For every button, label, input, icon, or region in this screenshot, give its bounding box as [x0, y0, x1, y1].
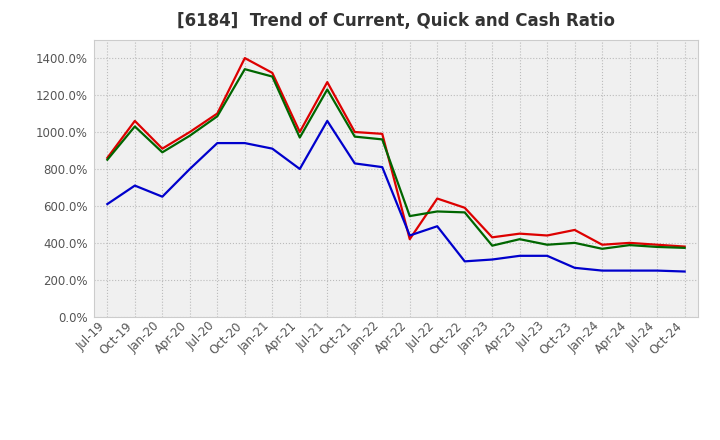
Cash Ratio: [351, 161, 359, 166]
Current Ratio: [295, 129, 304, 135]
Quick Ratio: [130, 124, 139, 129]
Line: Cash Ratio: Cash Ratio: [107, 121, 685, 271]
Cash Ratio: [653, 268, 662, 273]
Quick Ratio: [626, 242, 634, 248]
Quick Ratio: [213, 114, 222, 119]
Cash Ratio: [186, 166, 194, 172]
Quick Ratio: [680, 245, 689, 250]
Current Ratio: [570, 227, 579, 233]
Quick Ratio: [351, 134, 359, 139]
Cash Ratio: [460, 259, 469, 264]
Quick Ratio: [268, 74, 276, 79]
Quick Ratio: [295, 135, 304, 140]
Cash Ratio: [598, 268, 606, 273]
Quick Ratio: [598, 246, 606, 251]
Quick Ratio: [543, 242, 552, 247]
Quick Ratio: [240, 66, 249, 72]
Cash Ratio: [488, 257, 497, 262]
Line: Current Ratio: Current Ratio: [107, 58, 685, 246]
Quick Ratio: [488, 243, 497, 248]
Cash Ratio: [378, 165, 387, 170]
Current Ratio: [351, 129, 359, 135]
Cash Ratio: [626, 268, 634, 273]
Current Ratio: [158, 146, 166, 151]
Current Ratio: [405, 237, 414, 242]
Current Ratio: [240, 55, 249, 61]
Current Ratio: [433, 196, 441, 201]
Cash Ratio: [405, 233, 414, 238]
Cash Ratio: [323, 118, 332, 124]
Quick Ratio: [158, 150, 166, 155]
Cash Ratio: [516, 253, 524, 258]
Current Ratio: [653, 242, 662, 247]
Current Ratio: [516, 231, 524, 236]
Title: [6184]  Trend of Current, Quick and Cash Ratio: [6184] Trend of Current, Quick and Cash …: [177, 12, 615, 30]
Current Ratio: [378, 131, 387, 136]
Quick Ratio: [433, 209, 441, 214]
Current Ratio: [626, 240, 634, 246]
Quick Ratio: [516, 237, 524, 242]
Cash Ratio: [158, 194, 166, 199]
Line: Quick Ratio: Quick Ratio: [107, 69, 685, 249]
Quick Ratio: [323, 87, 332, 92]
Current Ratio: [680, 244, 689, 249]
Cash Ratio: [543, 253, 552, 258]
Quick Ratio: [103, 157, 112, 162]
Cash Ratio: [570, 265, 579, 271]
Cash Ratio: [433, 224, 441, 229]
Quick Ratio: [186, 133, 194, 138]
Cash Ratio: [213, 140, 222, 146]
Current Ratio: [268, 70, 276, 76]
Cash Ratio: [103, 202, 112, 207]
Cash Ratio: [130, 183, 139, 188]
Current Ratio: [103, 155, 112, 161]
Quick Ratio: [378, 137, 387, 142]
Current Ratio: [543, 233, 552, 238]
Quick Ratio: [570, 240, 579, 246]
Cash Ratio: [295, 166, 304, 172]
Quick Ratio: [405, 213, 414, 219]
Cash Ratio: [268, 146, 276, 151]
Current Ratio: [213, 111, 222, 116]
Current Ratio: [460, 205, 469, 210]
Quick Ratio: [460, 210, 469, 215]
Cash Ratio: [680, 269, 689, 274]
Current Ratio: [186, 129, 194, 135]
Cash Ratio: [240, 140, 249, 146]
Current Ratio: [598, 242, 606, 247]
Quick Ratio: [653, 244, 662, 249]
Current Ratio: [488, 235, 497, 240]
Current Ratio: [323, 80, 332, 85]
Current Ratio: [130, 118, 139, 124]
